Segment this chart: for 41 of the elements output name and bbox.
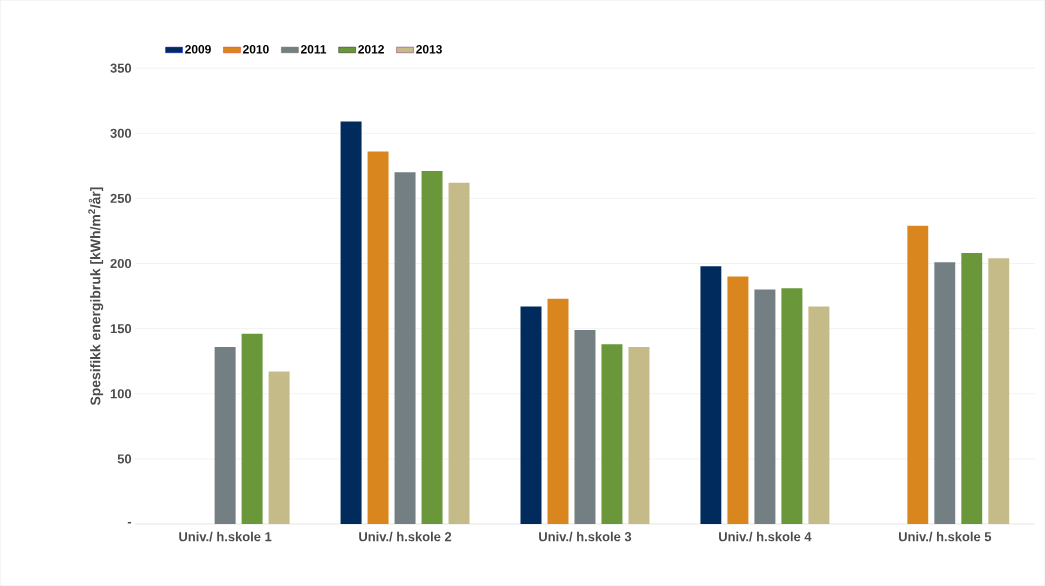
y-tick-label: 150 — [110, 323, 132, 334]
legend-label: 2010 — [243, 44, 269, 54]
bar — [394, 172, 416, 524]
y-tick-label: 50 — [117, 454, 132, 464]
bar — [268, 371, 290, 524]
x-tick-label: Univ./ h.skole 2 — [359, 531, 452, 542]
y-tick-label: 200 — [110, 258, 132, 269]
y-tick-label: 350 — [110, 63, 132, 73]
bar — [547, 298, 569, 524]
y-tick-label: 100 — [110, 389, 132, 399]
x-tick-label: Univ./ h.skole 3 — [539, 531, 632, 542]
bar — [754, 289, 776, 524]
legend-label: 2009 — [185, 44, 211, 54]
y-tick-label: - — [127, 521, 132, 524]
bar — [808, 306, 830, 524]
bar — [214, 346, 236, 524]
y-axis-title: Spesifikk energibruk [kWh/m$^{2}$/år] — [88, 187, 104, 406]
bar — [340, 121, 362, 524]
bar — [781, 288, 803, 524]
bar — [907, 225, 929, 524]
bar — [727, 276, 749, 524]
x-tick-label: Univ./ h.skole 4 — [719, 531, 812, 542]
bar — [628, 346, 650, 524]
bar — [574, 329, 596, 524]
bar — [988, 258, 1010, 524]
bar — [601, 344, 623, 524]
bar — [934, 262, 956, 524]
bar — [700, 266, 722, 524]
legend-label: 2012 — [358, 44, 384, 54]
x-tick-label: Univ./ h.skole 1 — [179, 531, 272, 542]
y-tick-label: 250 — [110, 193, 132, 203]
legend-label: 2013 — [416, 44, 442, 54]
bar — [448, 182, 470, 524]
bar — [367, 151, 389, 524]
x-tick-label: Univ./ h.skole 5 — [898, 531, 992, 542]
bar — [961, 253, 983, 524]
legend-label: 2011 — [300, 44, 327, 54]
bar — [241, 333, 263, 524]
bar — [421, 170, 443, 524]
y-tick-label: 300 — [110, 128, 132, 138]
bar — [520, 306, 542, 524]
